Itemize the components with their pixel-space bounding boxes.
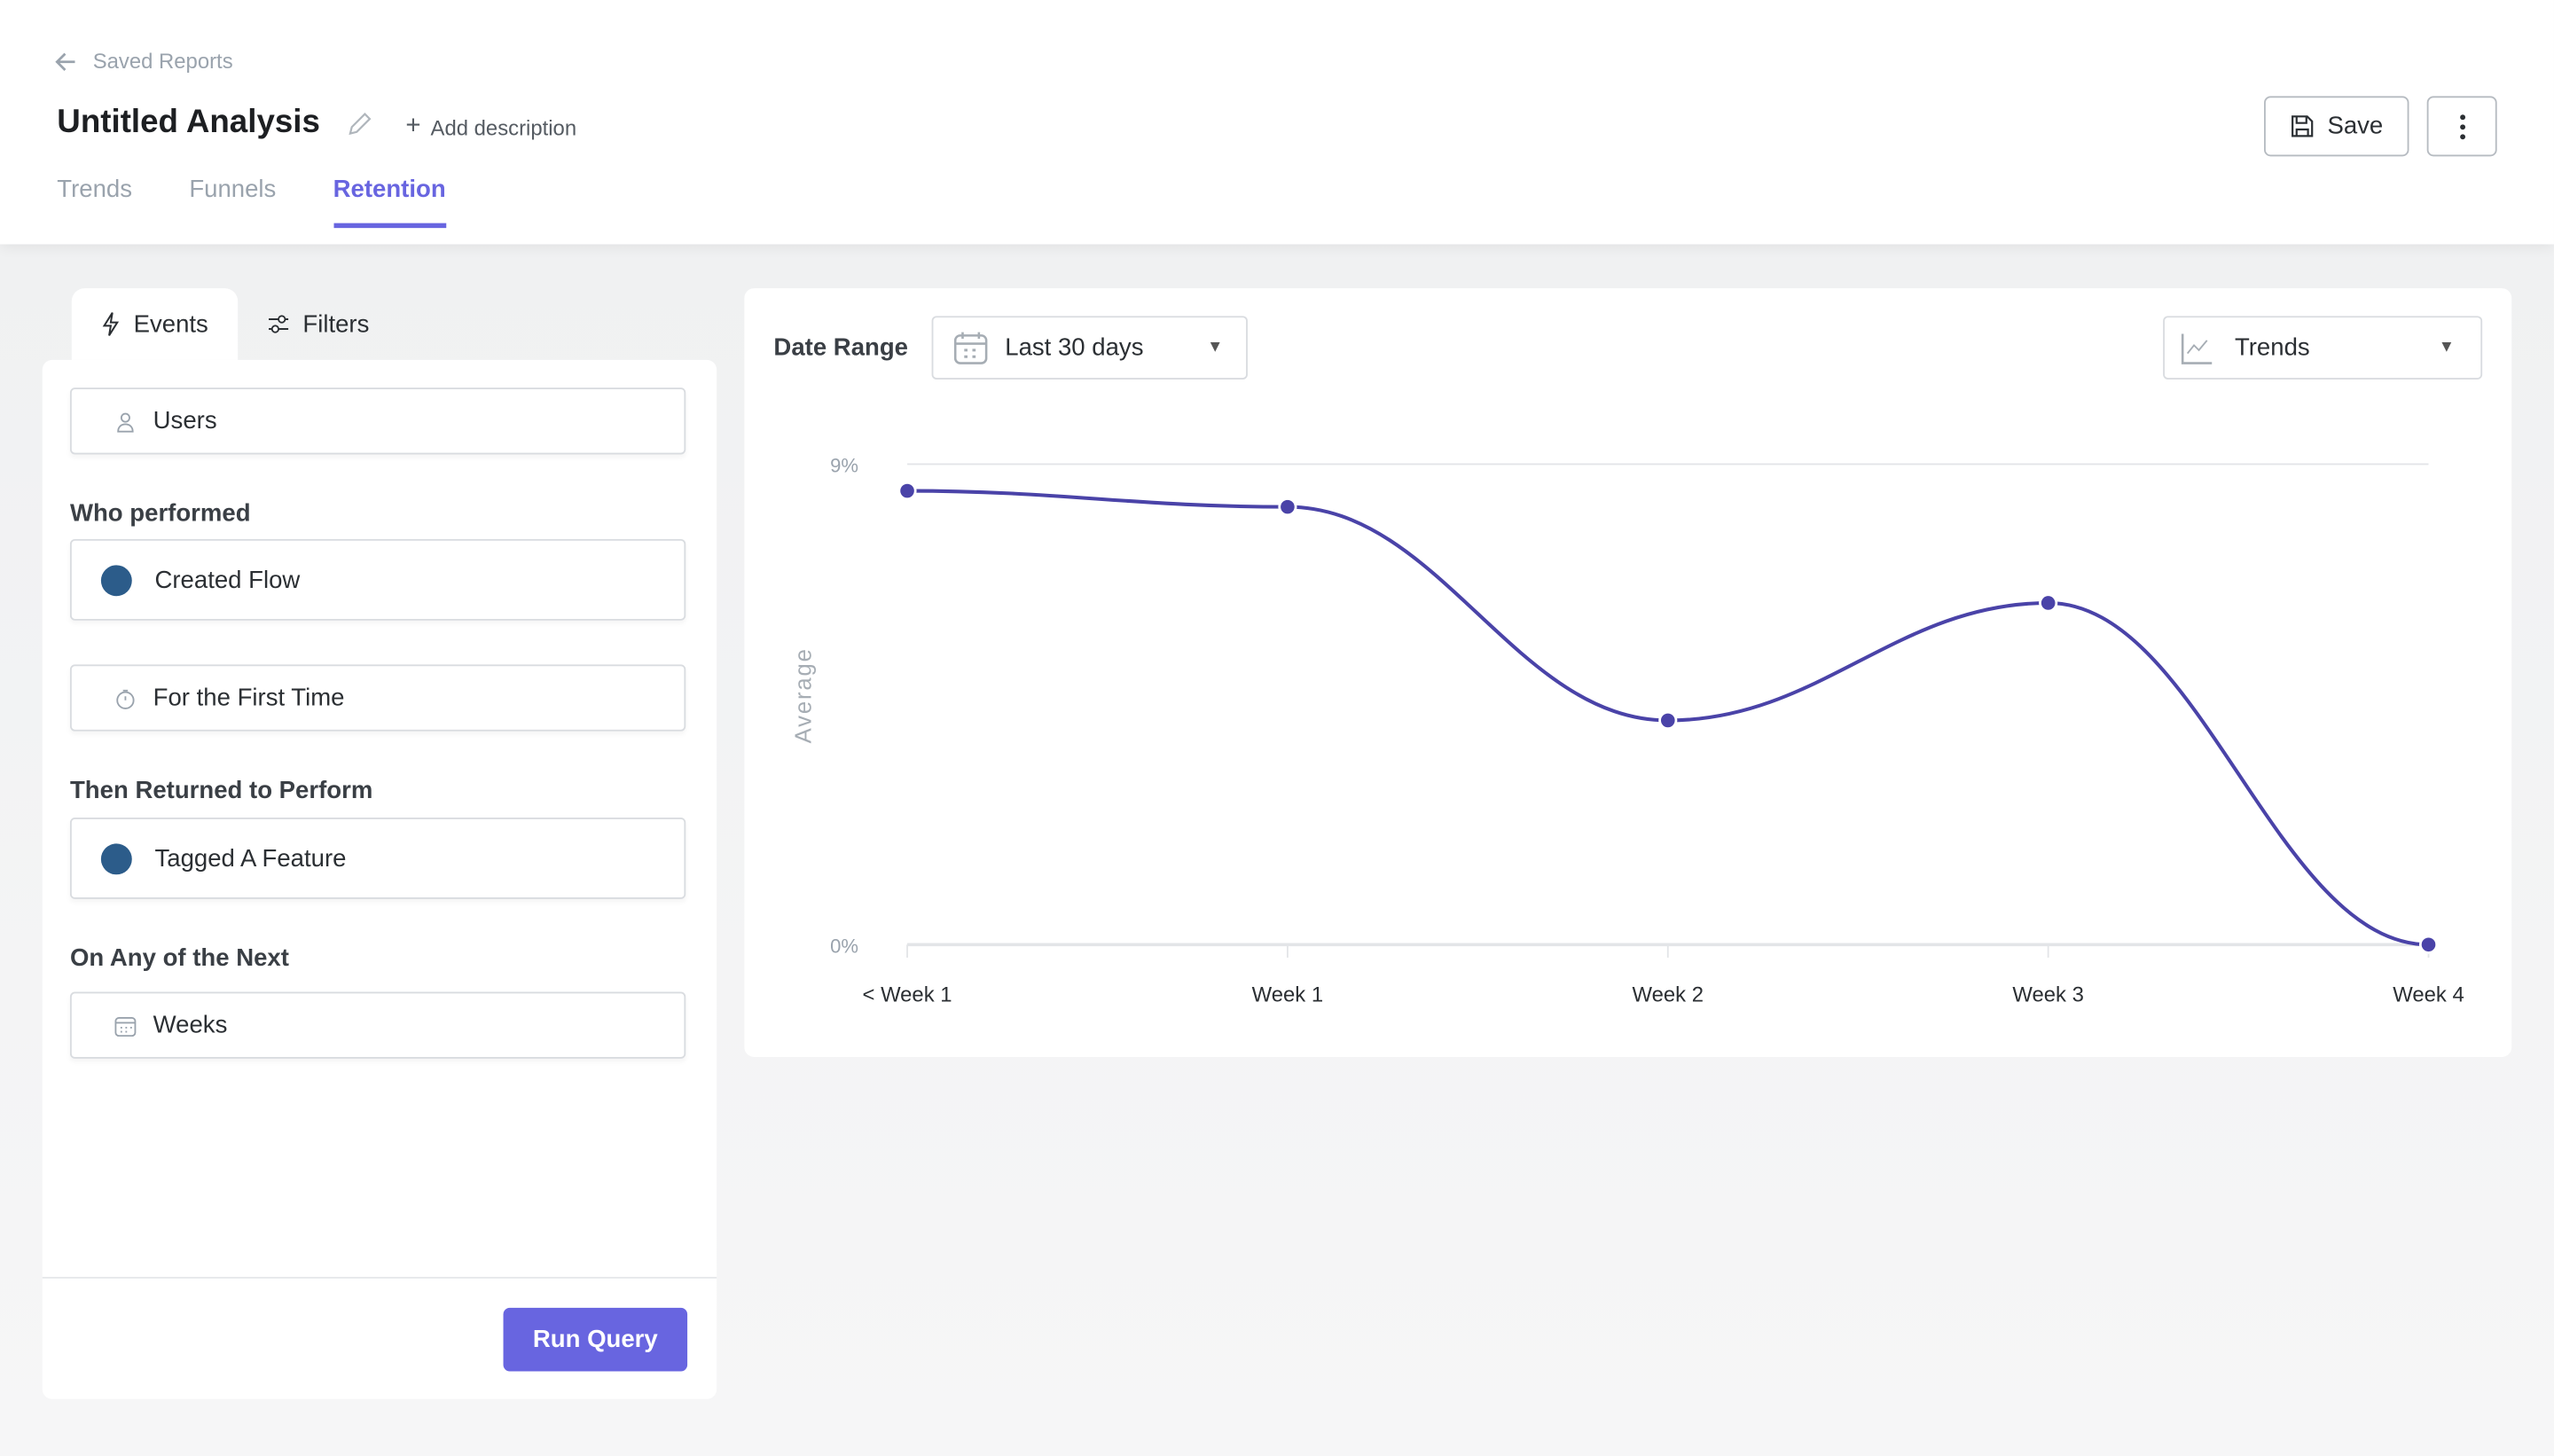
query-footer: Run Query [42, 1276, 717, 1401]
frequency-value: For the First Time [153, 684, 345, 712]
user-icon [117, 411, 134, 432]
tab-funnels[interactable]: Funnels [189, 176, 277, 204]
data-point [2418, 935, 2439, 954]
frequency-select[interactable]: For the First Time [69, 664, 686, 732]
lightning-icon [102, 312, 120, 336]
tab-filters[interactable]: Filters [238, 288, 399, 360]
chart-panel: Date Range Last 30 days ▼ Trends ▼ 0% 9% A… [744, 288, 2512, 1058]
first-event-value: Created Flow [154, 566, 301, 594]
chart-type-dropdown[interactable]: Trends ▼ [2163, 316, 2483, 380]
x-tick-label: Week 4 [2393, 983, 2464, 1007]
page-title: Untitled Analysis [57, 104, 320, 140]
event-color-dot [100, 842, 132, 874]
line-chart-icon [2181, 333, 2213, 364]
pencil-icon[interactable] [345, 111, 372, 137]
save-label: Save [2327, 112, 2384, 140]
y-tick-label: 0% [830, 935, 858, 957]
data-point [1658, 710, 1678, 730]
filters-label: Filters [302, 309, 370, 339]
tab-retention[interactable]: Retention [333, 176, 446, 229]
add-description-button[interactable]: + Add description [405, 113, 576, 142]
arrow-left-icon [55, 51, 75, 71]
run-query-button[interactable]: Run Query [503, 1307, 688, 1372]
save-button[interactable]: Save [2264, 96, 2409, 157]
x-tick-label: Week 2 [1633, 983, 1704, 1007]
date-range-dropdown[interactable]: Last 30 days ▼ [931, 316, 1248, 380]
save-icon [2291, 115, 2314, 137]
query-panel: Users Who performed Created Flow For the… [42, 359, 717, 1401]
tab-trends[interactable]: Trends [57, 176, 133, 204]
caret-down-icon: ▼ [1207, 339, 1224, 357]
event-color-dot [100, 564, 132, 596]
back-to-saved-reports[interactable]: Saved Reports [54, 49, 233, 74]
data-point [2039, 593, 2058, 613]
return-event-select[interactable]: Tagged A Feature [69, 818, 686, 899]
sliders-icon [268, 315, 288, 333]
back-label: Saved Reports [92, 49, 233, 74]
entity-value: Users [153, 407, 217, 435]
analysis-tabs: Trends Funnels Retention [57, 176, 446, 229]
first-event-select[interactable]: Created Flow [69, 538, 686, 621]
series-line [907, 489, 2429, 947]
chart-type-value: Trends [2234, 333, 2310, 362]
caret-down-icon: ▼ [2438, 339, 2455, 357]
timer-icon [116, 688, 135, 708]
entity-select[interactable]: Users [69, 387, 686, 455]
data-point [1278, 497, 1297, 517]
more-options-button[interactable] [2426, 96, 2497, 157]
period-label: On Any of the Next [69, 944, 289, 973]
calendar-icon [114, 1016, 137, 1037]
more-vertical-icon [2459, 114, 2465, 139]
events-label: Events [133, 309, 208, 339]
returned-label: Then Returned to Perform [69, 777, 373, 805]
x-tick-label: < Week 1 [863, 983, 952, 1007]
retention-line-chart: 0% 9% Average < Week 1 Week 1 Week 2 Week 3 Wee… [792, 455, 2464, 1007]
return-event-value: Tagged A Feature [154, 844, 347, 873]
date-range-value: Last 30 days [1005, 333, 1144, 362]
period-select[interactable]: Weeks [69, 991, 686, 1059]
calendar-icon [953, 331, 988, 364]
period-value: Weeks [153, 1011, 228, 1039]
who-performed-label: Who performed [69, 499, 251, 528]
y-tick-label: 9% [830, 455, 858, 477]
x-tick-label: Week 3 [2012, 983, 2083, 1007]
header: Saved Reports Untitled Analysis + Add de… [0, 0, 2554, 245]
tab-events[interactable]: Events [71, 288, 238, 360]
x-tick-label: Week 1 [1252, 983, 1323, 1007]
y-axis-label: Average [792, 647, 817, 743]
query-tabs: Events Filters [71, 288, 399, 360]
date-range-label: Date Range [773, 333, 909, 362]
plus-icon: + [405, 112, 421, 140]
data-point [897, 481, 917, 501]
add-description-label: Add description [430, 114, 577, 140]
